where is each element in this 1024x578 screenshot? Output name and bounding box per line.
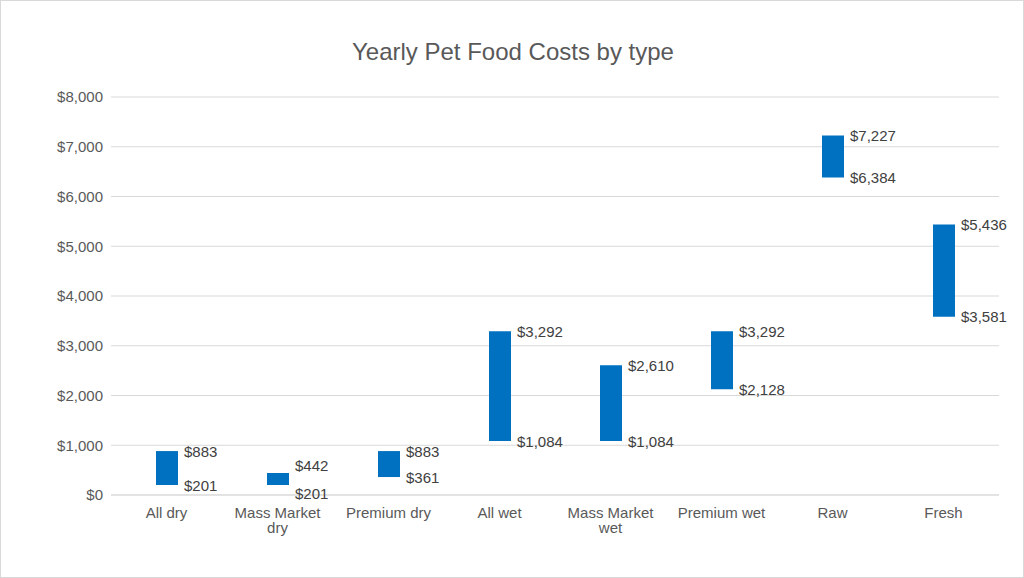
svg-text:$5,000: $5,000 xyxy=(57,238,103,255)
svg-text:Premium dry: Premium dry xyxy=(346,504,432,521)
svg-text:$2,128: $2,128 xyxy=(739,381,785,398)
svg-text:$3,581: $3,581 xyxy=(961,308,1007,325)
svg-text:Mass Marketwet: Mass Marketwet xyxy=(568,504,655,536)
svg-text:$2,610: $2,610 xyxy=(628,357,674,374)
svg-text:$7,227: $7,227 xyxy=(850,127,896,144)
svg-text:$6,384: $6,384 xyxy=(850,169,896,186)
svg-text:$3,292: $3,292 xyxy=(517,323,563,340)
svg-text:$883: $883 xyxy=(406,443,439,460)
svg-text:$201: $201 xyxy=(295,485,328,502)
html-text:Yearly Pet Food Costs by type: Yearly Pet Food Costs by type xyxy=(352,38,674,65)
svg-text:$442: $442 xyxy=(295,457,328,474)
svg-text:$0: $0 xyxy=(86,486,103,503)
svg-text:$6,000: $6,000 xyxy=(57,188,103,205)
svg-text:$883: $883 xyxy=(184,443,217,460)
svg-text:$361: $361 xyxy=(406,469,439,486)
svg-text:$5,436: $5,436 xyxy=(961,216,1007,233)
svg-text:$1,000: $1,000 xyxy=(57,437,103,454)
svg-text:$1,084: $1,084 xyxy=(517,433,563,450)
svg-text:Fresh: Fresh xyxy=(924,504,962,521)
svg-text:$1,084: $1,084 xyxy=(628,433,674,450)
svg-text:$3,000: $3,000 xyxy=(57,337,103,354)
svg-text:Raw: Raw xyxy=(817,504,847,521)
svg-text:All wet: All wet xyxy=(477,504,522,521)
svg-text:Mass Marketdry: Mass Marketdry xyxy=(235,504,322,536)
svg-text:$4,000: $4,000 xyxy=(57,287,103,304)
svg-text:$8,000: $8,000 xyxy=(57,88,103,105)
svg-text:All dry: All dry xyxy=(146,504,188,521)
svg-text:$2,000: $2,000 xyxy=(57,387,103,404)
svg-text:$201: $201 xyxy=(184,477,217,494)
svg-text:Premium wet: Premium wet xyxy=(678,504,766,521)
svg-text:$7,000: $7,000 xyxy=(57,138,103,155)
svg-text:$3,292: $3,292 xyxy=(739,323,785,340)
